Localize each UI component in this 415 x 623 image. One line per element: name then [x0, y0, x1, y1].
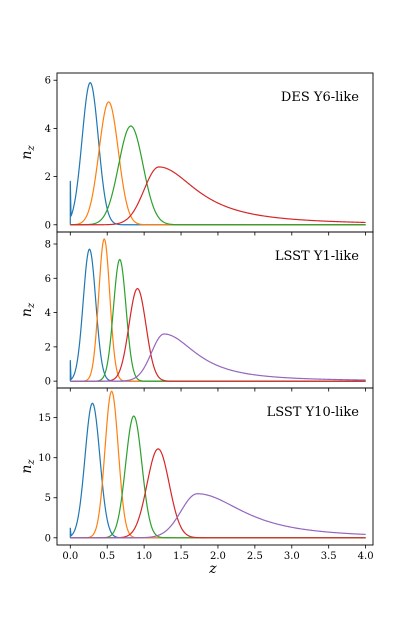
panel-title: DES Y6-like [281, 90, 359, 105]
y-axis-label: nz [19, 145, 37, 160]
x-tick-label: 1.5 [173, 551, 189, 562]
series-line-4 [70, 166, 366, 226]
panel-frame [56, 387, 374, 546]
series-line-3 [70, 258, 366, 382]
y-tick-label: 2 [45, 172, 51, 183]
panel-3: 0 5 10 15 0.0 0.5 1.0 1.5 2.0 2.5 3.0 3.5 4.0 nz LSST … [19, 387, 374, 562]
panel-2: 0 2 4 6 8 nz LSST Y1-like [19, 231, 374, 392]
x-tick-label: 0.0 [62, 551, 78, 562]
panel-1: 0 2 4 6 nz DES Y6-like [19, 72, 374, 236]
x-axis-label: z [208, 561, 217, 577]
series-line-5 [70, 493, 366, 539]
y-tick-label: 4 [45, 308, 51, 319]
y-tick-label: 0 [45, 220, 51, 231]
x-tick-label: 4.0 [358, 551, 374, 562]
x-tick-label: 3.0 [284, 551, 300, 562]
y-tick-label: 6 [45, 76, 51, 87]
y-tick-label: 15 [38, 413, 51, 424]
y-tick-label: 2 [45, 342, 51, 353]
series-line-3 [70, 125, 366, 226]
panel-title: LSST Y10-like [267, 405, 360, 420]
series-line-1 [69, 402, 366, 539]
y-axis-label: nz [19, 459, 37, 474]
y-tick-label: 0 [45, 377, 51, 388]
x-tick-label: 3.5 [321, 551, 337, 562]
series-line-2 [70, 101, 366, 226]
x-tick-label: 1.0 [136, 551, 152, 562]
series-line-1 [69, 248, 366, 382]
series-line-4 [70, 448, 366, 539]
y-axis-label: nz [19, 302, 37, 317]
series-line-4 [70, 287, 366, 382]
y-tick-label: 0 [45, 533, 51, 544]
x-tick-label: 0.5 [99, 551, 115, 562]
x-tick-label: 2.5 [247, 551, 263, 562]
panel-title: LSST Y1-like [275, 249, 359, 264]
y-tick-label: 6 [45, 274, 51, 285]
series-line-3 [70, 415, 366, 539]
y-tick-label: 10 [38, 453, 51, 464]
x-tick-label: 2.0 [210, 551, 226, 562]
y-tick-label: 4 [45, 124, 51, 135]
y-tick-label: 8 [45, 240, 51, 251]
series-line-5 [70, 333, 366, 382]
y-tick-label: 5 [45, 493, 51, 504]
